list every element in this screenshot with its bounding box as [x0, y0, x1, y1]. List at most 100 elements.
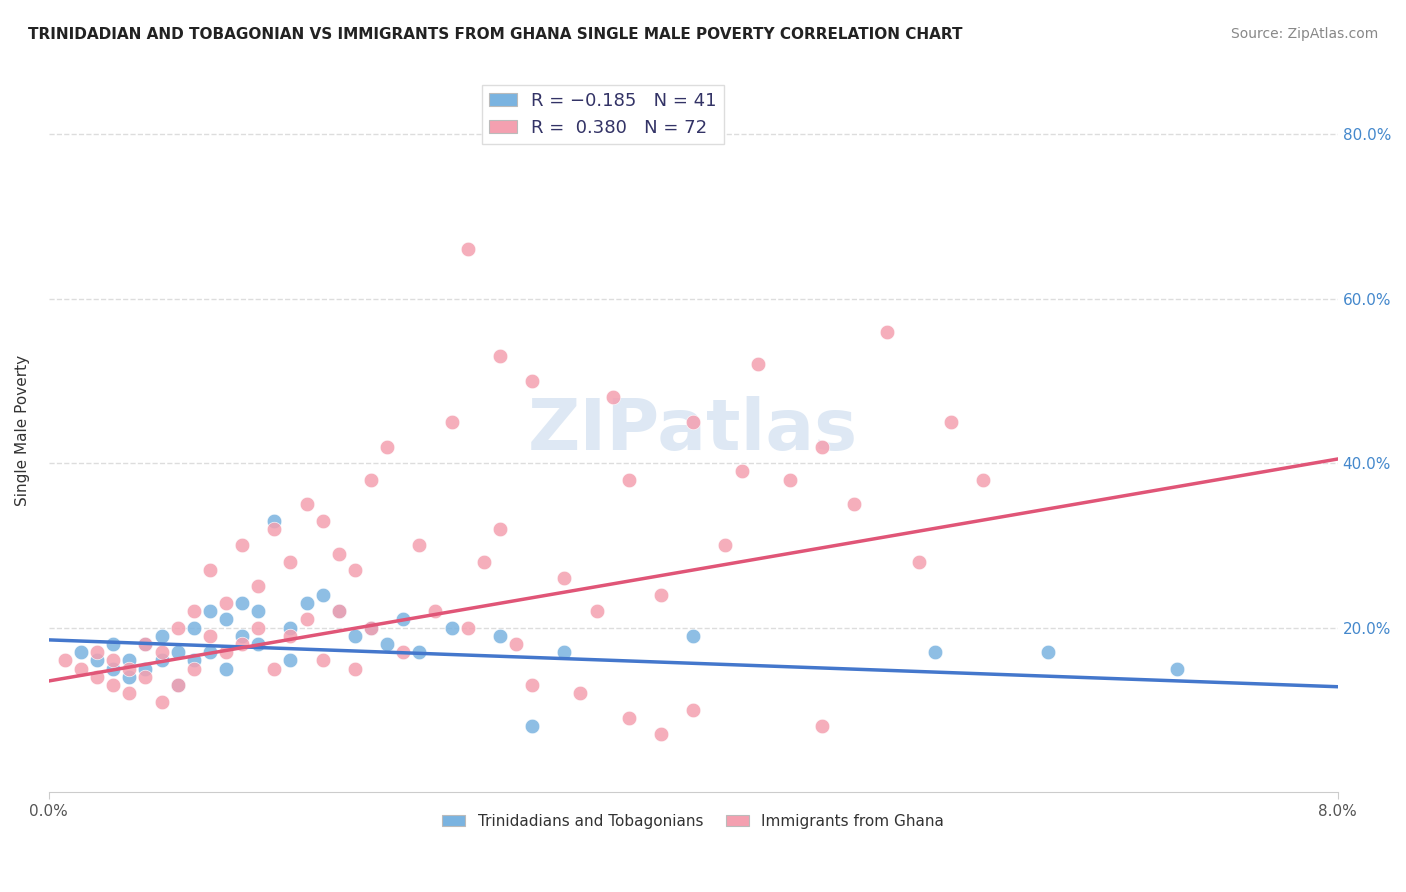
Point — [360, 621, 382, 635]
Point — [150, 653, 173, 667]
Point — [295, 596, 318, 610]
Point — [489, 522, 512, 536]
Point — [617, 473, 640, 487]
Point — [747, 358, 769, 372]
Point — [472, 555, 495, 569]
Point — [328, 604, 350, 618]
Point — [70, 662, 93, 676]
Point — [134, 637, 156, 651]
Point — [118, 653, 141, 667]
Point — [907, 555, 929, 569]
Point — [392, 612, 415, 626]
Point — [103, 678, 125, 692]
Point — [408, 645, 430, 659]
Point — [295, 497, 318, 511]
Point — [166, 645, 188, 659]
Point — [215, 662, 238, 676]
Point — [247, 621, 270, 635]
Text: Source: ZipAtlas.com: Source: ZipAtlas.com — [1230, 27, 1378, 41]
Point — [247, 579, 270, 593]
Text: TRINIDADIAN AND TOBAGONIAN VS IMMIGRANTS FROM GHANA SINGLE MALE POVERTY CORRELAT: TRINIDADIAN AND TOBAGONIAN VS IMMIGRANTS… — [28, 27, 963, 42]
Point — [585, 604, 607, 618]
Point — [215, 596, 238, 610]
Point — [343, 662, 366, 676]
Point — [682, 415, 704, 429]
Point — [53, 653, 76, 667]
Point — [103, 662, 125, 676]
Point — [328, 604, 350, 618]
Point — [118, 686, 141, 700]
Point — [375, 637, 398, 651]
Point — [972, 473, 994, 487]
Point — [1166, 662, 1188, 676]
Point — [650, 588, 672, 602]
Point — [134, 670, 156, 684]
Point — [263, 662, 285, 676]
Point — [231, 596, 253, 610]
Point — [215, 612, 238, 626]
Point — [118, 662, 141, 676]
Point — [263, 514, 285, 528]
Point — [569, 686, 592, 700]
Point — [247, 637, 270, 651]
Point — [280, 653, 302, 667]
Point — [617, 711, 640, 725]
Point — [360, 473, 382, 487]
Point — [682, 703, 704, 717]
Point — [343, 629, 366, 643]
Point — [489, 629, 512, 643]
Point — [183, 653, 205, 667]
Point — [311, 514, 333, 528]
Point — [924, 645, 946, 659]
Point — [844, 497, 866, 511]
Point — [103, 653, 125, 667]
Point — [183, 662, 205, 676]
Point — [489, 349, 512, 363]
Point — [408, 538, 430, 552]
Point — [520, 678, 543, 692]
Point — [198, 563, 221, 577]
Point — [779, 473, 801, 487]
Point — [231, 629, 253, 643]
Legend: Trinidadians and Tobagonians, Immigrants from Ghana: Trinidadians and Tobagonians, Immigrants… — [436, 808, 950, 835]
Point — [811, 440, 834, 454]
Point — [183, 604, 205, 618]
Point — [553, 645, 575, 659]
Point — [215, 645, 238, 659]
Point — [134, 637, 156, 651]
Point — [150, 694, 173, 708]
Point — [520, 374, 543, 388]
Point — [198, 604, 221, 618]
Point — [86, 653, 108, 667]
Point — [263, 522, 285, 536]
Point — [343, 563, 366, 577]
Point — [714, 538, 737, 552]
Point — [183, 621, 205, 635]
Point — [392, 645, 415, 659]
Point — [280, 629, 302, 643]
Point — [166, 621, 188, 635]
Point — [505, 637, 527, 651]
Point — [86, 645, 108, 659]
Point — [939, 415, 962, 429]
Point — [520, 719, 543, 733]
Point — [118, 670, 141, 684]
Point — [134, 662, 156, 676]
Point — [166, 678, 188, 692]
Point — [86, 670, 108, 684]
Point — [198, 645, 221, 659]
Point — [231, 538, 253, 552]
Point — [280, 555, 302, 569]
Point — [553, 571, 575, 585]
Point — [231, 637, 253, 651]
Point — [103, 637, 125, 651]
Point — [876, 325, 898, 339]
Point — [650, 727, 672, 741]
Point — [375, 440, 398, 454]
Point — [247, 604, 270, 618]
Point — [150, 629, 173, 643]
Point — [198, 629, 221, 643]
Point — [70, 645, 93, 659]
Point — [457, 621, 479, 635]
Point — [311, 653, 333, 667]
